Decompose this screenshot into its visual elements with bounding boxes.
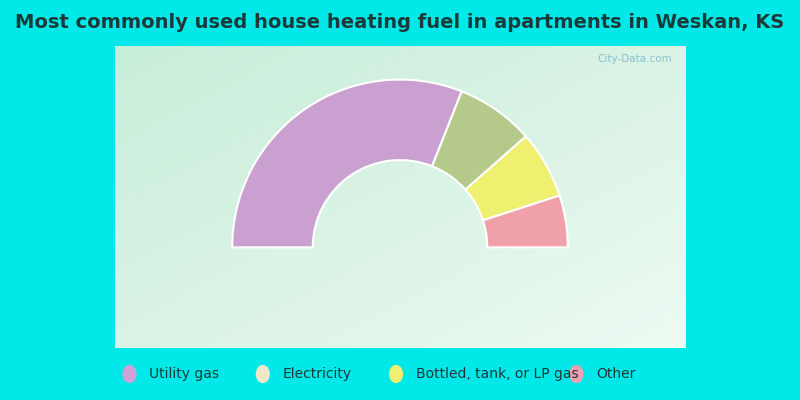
Text: Other: Other [596,367,635,381]
Text: Most commonly used house heating fuel in apartments in Weskan, KS: Most commonly used house heating fuel in… [15,14,785,32]
Wedge shape [432,91,526,190]
Ellipse shape [256,365,270,383]
Text: City-Data.com: City-Data.com [597,54,672,64]
Ellipse shape [122,365,137,383]
Wedge shape [483,196,568,247]
Text: Electricity: Electricity [282,367,351,381]
Ellipse shape [570,365,583,383]
Text: Utility gas: Utility gas [149,367,219,381]
Ellipse shape [389,365,403,383]
Text: Bottled, tank, or LP gas: Bottled, tank, or LP gas [416,367,578,381]
Wedge shape [466,136,559,220]
Wedge shape [232,80,462,247]
